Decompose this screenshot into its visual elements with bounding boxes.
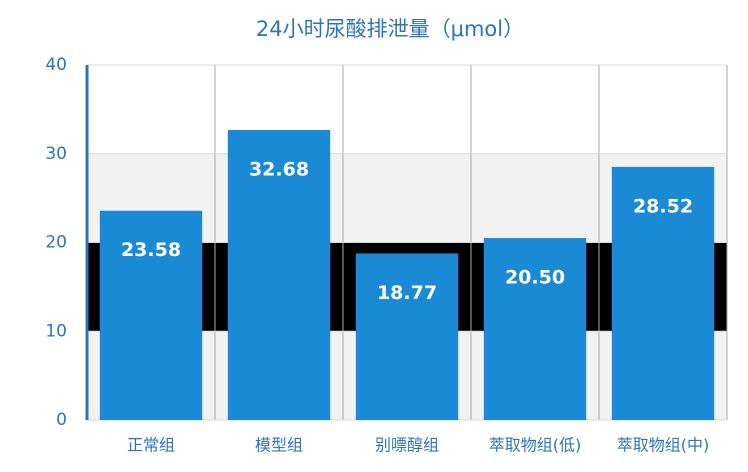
y-tick-label: 20 xyxy=(45,233,67,253)
bar xyxy=(227,129,331,420)
y-tick-label: 0 xyxy=(56,410,67,430)
x-tick-label: 别嘌醇组 xyxy=(375,436,439,455)
bar xyxy=(99,210,203,420)
x-tick-label: 萃取物组(中) xyxy=(617,436,710,455)
x-tick-label: 模型组 xyxy=(255,436,303,455)
y-tick-label: 30 xyxy=(45,144,67,164)
bar xyxy=(355,253,459,420)
bar xyxy=(483,238,587,420)
x-tick-label: 萃取物组(低) xyxy=(489,436,582,455)
background-band xyxy=(87,65,727,154)
bar xyxy=(611,166,715,420)
value-label: 28.52 xyxy=(633,195,693,217)
y-tick-label: 10 xyxy=(45,321,67,341)
value-label: 18.77 xyxy=(377,282,437,304)
value-label: 20.50 xyxy=(505,267,565,289)
value-label: 32.68 xyxy=(249,158,309,180)
value-label: 23.58 xyxy=(121,239,181,261)
chart-title: 24小时尿酸排泄量（μmol） xyxy=(256,17,524,41)
y-tick-label: 40 xyxy=(45,55,67,75)
x-tick-label: 正常组 xyxy=(127,436,175,455)
